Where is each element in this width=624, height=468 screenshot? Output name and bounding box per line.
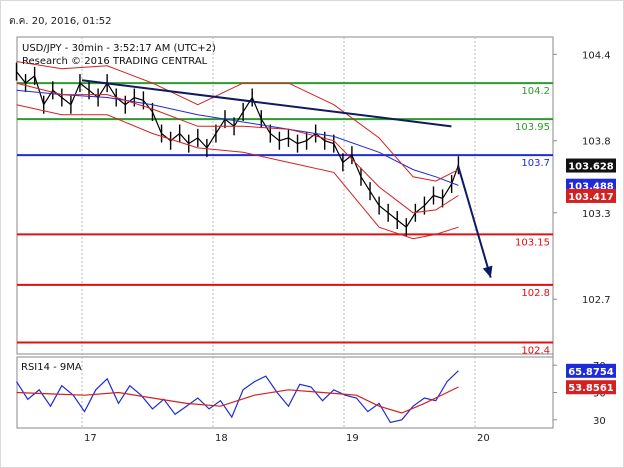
- level-label: 104.2: [521, 86, 550, 97]
- level-label: 102.8: [521, 288, 550, 299]
- rsi-tag-label: 65.8754: [568, 367, 614, 378]
- price-panel: [16, 36, 554, 355]
- series-ma-red: [16, 82, 459, 214]
- y-tick-label: 102.7: [582, 295, 611, 306]
- price-tag-label: 103.488: [568, 182, 614, 193]
- price-tag: [566, 188, 616, 203]
- price-tag-label: 103.628: [568, 162, 614, 173]
- rsi-panel: [16, 356, 554, 429]
- forecast-arrow: [457, 164, 492, 278]
- forecast-arrowhead: [482, 265, 493, 278]
- x-tick-label: 18: [215, 433, 228, 444]
- price-tag: [566, 158, 616, 173]
- timestamp-label: ต.ค. 20, 2016, 01:52: [9, 16, 112, 27]
- rsi-series-rsi: [15, 370, 459, 424]
- chart-subtitle: Research © 2016 TRADING CENTRAL: [22, 56, 208, 67]
- y-tick-label: 103.3: [582, 209, 611, 220]
- x-tick-label: 17: [84, 433, 97, 444]
- level-label: 102.4: [521, 345, 550, 356]
- series-band-upper: [16, 61, 459, 182]
- level-label: 103.15: [515, 237, 550, 248]
- level-label: 103.7: [521, 158, 550, 169]
- rsi-tag: [566, 380, 616, 395]
- level-label: 103.95: [515, 122, 550, 133]
- rsi-series-rsi-ma: [16, 386, 459, 414]
- y-tick-label: 104.4: [582, 50, 611, 61]
- rsi-tag-label: 53.8561: [568, 383, 614, 394]
- chart-title: USD/JPY - 30min - 3:52:17 AM (UTC+2): [22, 43, 216, 54]
- rsi-tag: [566, 363, 616, 378]
- rsi-label: RSI14 - 9MA: [21, 362, 82, 373]
- x-tick-label: 20: [477, 433, 490, 444]
- x-tick-label: 19: [346, 433, 359, 444]
- resistance-trendline: [81, 79, 452, 128]
- price-tag-label: 103.417: [568, 192, 614, 203]
- y-tick-label: 103.8: [582, 137, 611, 148]
- rsi-tick-label: 30: [593, 416, 606, 427]
- series-ma-blue: [16, 89, 459, 186]
- series-band-lower: [16, 104, 459, 240]
- series-close: [16, 71, 459, 229]
